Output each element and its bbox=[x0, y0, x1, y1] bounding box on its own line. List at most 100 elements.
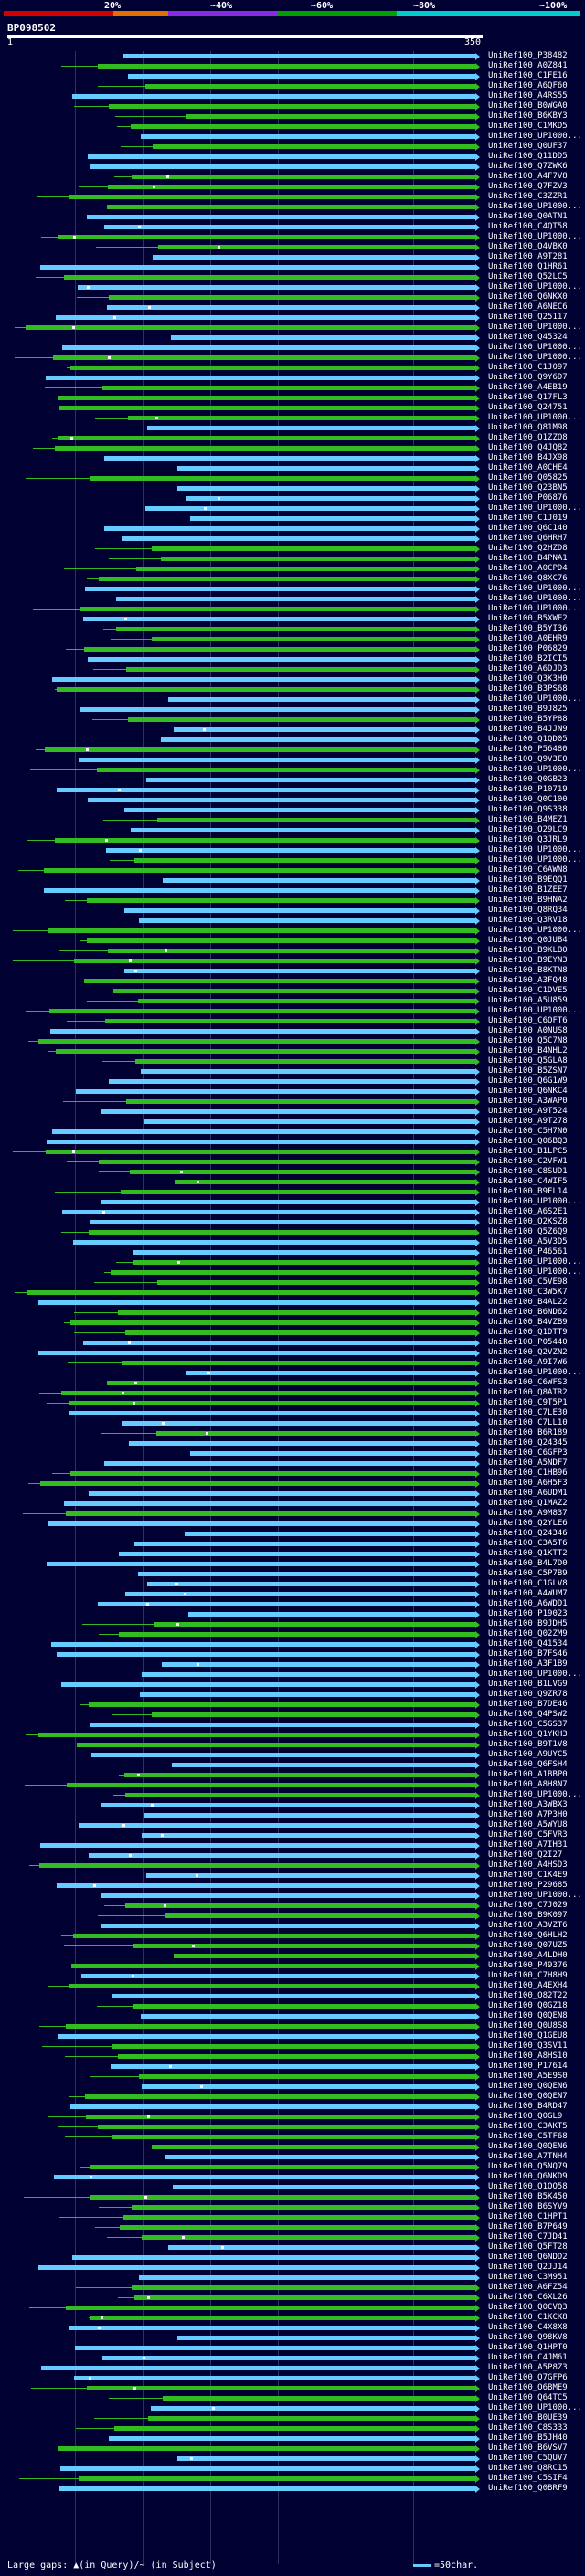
hit-label[interactable]: UniRef100_B9FL14 bbox=[488, 1187, 568, 1196]
hit-label[interactable]: UniRef100_P38482 bbox=[488, 51, 568, 60]
hit-row[interactable]: UniRef100_C6AWN8 bbox=[0, 865, 585, 875]
hit-label[interactable]: UniRef100_C5H7N0 bbox=[488, 1127, 568, 1136]
hit-row[interactable]: UniRef100_Q1GEU8 bbox=[0, 2031, 585, 2041]
hit-row[interactable]: UniRef100_Q82T22 bbox=[0, 1991, 585, 2001]
hit-label[interactable]: UniRef100_UP1000... bbox=[488, 1368, 582, 1377]
hit-label[interactable]: UniRef100_Q0CVQ3 bbox=[488, 2303, 568, 2312]
hit-row[interactable]: UniRef100_C1K4E9 bbox=[0, 1871, 585, 1881]
hit-row[interactable]: UniRef100_Q45324 bbox=[0, 333, 585, 343]
hit-label[interactable]: UniRef100_Q64TC5 bbox=[488, 2393, 568, 2402]
hit-label[interactable]: UniRef100_B4RD47 bbox=[488, 2102, 568, 2111]
hit-label[interactable]: UniRef100_A4WUM7 bbox=[488, 1589, 568, 1598]
hit-row[interactable]: UniRef100_B4L7D0 bbox=[0, 1559, 585, 1569]
hit-label[interactable]: UniRef100_UP1000... bbox=[488, 323, 582, 332]
hit-label[interactable]: UniRef100_C1DVE5 bbox=[488, 986, 568, 995]
hit-label[interactable]: UniRef100_Q9V3E0 bbox=[488, 755, 568, 764]
hit-row[interactable]: UniRef100_Q1HPT0 bbox=[0, 2343, 585, 2353]
hit-label[interactable]: UniRef100_C5VE98 bbox=[488, 1277, 568, 1287]
hit-label[interactable]: UniRef100_Q0BRF9 bbox=[488, 2484, 568, 2493]
hit-label[interactable]: UniRef100_Q25117 bbox=[488, 313, 568, 322]
hit-row[interactable]: UniRef100_Q0GB23 bbox=[0, 775, 585, 785]
hit-row[interactable]: UniRef100_Q6G1W9 bbox=[0, 1076, 585, 1087]
hit-label[interactable]: UniRef100_C5FVR3 bbox=[488, 1830, 568, 1839]
hit-row[interactable]: UniRef100_B4AL22 bbox=[0, 1298, 585, 1308]
hit-row[interactable]: UniRef100_P56480 bbox=[0, 745, 585, 755]
hit-label[interactable]: UniRef100_C6WFS3 bbox=[488, 1378, 568, 1387]
hit-label[interactable]: UniRef100_Q3JRL9 bbox=[488, 835, 568, 844]
hit-row[interactable]: UniRef100_Q98KV8 bbox=[0, 2333, 585, 2343]
hit-label[interactable]: UniRef100_Q05825 bbox=[488, 473, 568, 482]
hit-row[interactable]: UniRef100_A7IH31 bbox=[0, 1840, 585, 1850]
hit-label[interactable]: UniRef100_Q2HZD8 bbox=[488, 544, 568, 553]
hit-row[interactable]: UniRef100_UP1000... bbox=[0, 855, 585, 865]
hit-label[interactable]: UniRef100_C2VFW1 bbox=[488, 1157, 568, 1166]
hit-row[interactable]: UniRef100_UP1000... bbox=[0, 343, 585, 353]
hit-row[interactable]: UniRef100_A0EHR9 bbox=[0, 634, 585, 644]
hit-label[interactable]: UniRef100_Q0ATN1 bbox=[488, 212, 568, 221]
hit-label[interactable]: UniRef100_B9EQQ1 bbox=[488, 875, 568, 885]
hit-row[interactable]: UniRef100_B5YI36 bbox=[0, 624, 585, 634]
hit-label[interactable]: UniRef100_Q5FT28 bbox=[488, 2242, 568, 2252]
hit-row[interactable]: UniRef100_Q6NKC4 bbox=[0, 1087, 585, 1097]
hit-label[interactable]: UniRef100_C4X8X8 bbox=[488, 2323, 568, 2332]
hit-row[interactable]: UniRef100_A9I7W6 bbox=[0, 1358, 585, 1368]
hit-label[interactable]: UniRef100_A0CPD4 bbox=[488, 564, 568, 573]
hit-row[interactable]: UniRef100_B0WGA0 bbox=[0, 101, 585, 111]
hit-label[interactable]: UniRef100_A9I7W6 bbox=[488, 1358, 568, 1367]
hit-label[interactable]: UniRef100_C5P7B9 bbox=[488, 1569, 568, 1578]
hit-label[interactable]: UniRef100_Q24346 bbox=[488, 1529, 568, 1538]
hit-label[interactable]: UniRef100_A5P8Z3 bbox=[488, 2363, 568, 2372]
hit-label[interactable]: UniRef100_UP1000... bbox=[488, 1257, 582, 1267]
hit-label[interactable]: UniRef100_UP1000... bbox=[488, 584, 582, 593]
hit-label[interactable]: UniRef100_UP1000... bbox=[488, 1670, 582, 1679]
hit-label[interactable]: UniRef100_Q98KV8 bbox=[488, 2333, 568, 2342]
hit-row[interactable]: UniRef100_UP1000... bbox=[0, 845, 585, 855]
hit-row[interactable]: UniRef100_A4HSD3 bbox=[0, 1860, 585, 1871]
hit-row[interactable]: UniRef100_Q8ATR2 bbox=[0, 1388, 585, 1398]
hit-row[interactable]: UniRef100_B9HNA2 bbox=[0, 896, 585, 906]
hit-label[interactable]: UniRef100_A0EHR9 bbox=[488, 634, 568, 643]
hit-row[interactable]: UniRef100_B6R189 bbox=[0, 1428, 585, 1438]
hit-row[interactable]: UniRef100_B6VSV7 bbox=[0, 2443, 585, 2454]
hit-label[interactable]: UniRef100_A4HSD3 bbox=[488, 1860, 568, 1870]
hit-label[interactable]: UniRef100_C1FE16 bbox=[488, 71, 568, 80]
hit-label[interactable]: UniRef100_B4PNA1 bbox=[488, 554, 568, 563]
hit-row[interactable]: UniRef100_Q9ZR78 bbox=[0, 1690, 585, 1700]
hit-row[interactable]: UniRef100_Q2JJ14 bbox=[0, 2263, 585, 2273]
hit-label[interactable]: UniRef100_A4EB19 bbox=[488, 383, 568, 392]
hit-row[interactable]: UniRef100_Q0ATN1 bbox=[0, 212, 585, 222]
hit-label[interactable]: UniRef100_C1HB96 bbox=[488, 1468, 568, 1478]
hit-label[interactable]: UniRef100_A3VZT6 bbox=[488, 1921, 568, 1930]
hit-label[interactable]: UniRef100_C6GFP3 bbox=[488, 1448, 568, 1458]
hit-label[interactable]: UniRef100_A1BBP0 bbox=[488, 1770, 568, 1779]
hit-label[interactable]: UniRef100_B6KBY3 bbox=[488, 111, 568, 121]
hit-label[interactable]: UniRef100_Q5NQ79 bbox=[488, 2162, 568, 2171]
hit-row[interactable]: UniRef100_UP1000... bbox=[0, 202, 585, 212]
hit-label[interactable]: UniRef100_B2ICI5 bbox=[488, 654, 568, 663]
hit-row[interactable]: UniRef100_UP1000... bbox=[0, 604, 585, 614]
hit-row[interactable]: UniRef100_C5P7B9 bbox=[0, 1569, 585, 1579]
hit-label[interactable]: UniRef100_Q2VZN2 bbox=[488, 1348, 568, 1357]
hit-label[interactable]: UniRef100_UP1000... bbox=[488, 694, 582, 704]
hit-row[interactable]: UniRef100_Q6C140 bbox=[0, 524, 585, 534]
hit-row[interactable]: UniRef100_UP1000... bbox=[0, 232, 585, 242]
hit-label[interactable]: UniRef100_Q1HPT0 bbox=[488, 2343, 568, 2352]
hit-row[interactable]: UniRef100_Q1QQ58 bbox=[0, 2182, 585, 2192]
hit-row[interactable]: UniRef100_B9J825 bbox=[0, 705, 585, 715]
hit-row[interactable]: UniRef100_C1KCK8 bbox=[0, 2313, 585, 2323]
hit-row[interactable]: UniRef100_C7LE30 bbox=[0, 1408, 585, 1418]
hit-label[interactable]: UniRef100_UP1000... bbox=[488, 604, 582, 613]
hit-row[interactable]: UniRef100_B4NHL2 bbox=[0, 1046, 585, 1056]
hit-label[interactable]: UniRef100_A4LDH0 bbox=[488, 1951, 568, 1960]
hit-label[interactable]: UniRef100_A6DJD3 bbox=[488, 664, 568, 673]
hit-row[interactable]: UniRef100_Q6NKX0 bbox=[0, 292, 585, 302]
hit-label[interactable]: UniRef100_Q0QEN7 bbox=[488, 2092, 568, 2101]
hit-row[interactable]: UniRef100_C3W5K7 bbox=[0, 1288, 585, 1298]
hit-label[interactable]: UniRef100_C7LE30 bbox=[488, 1408, 568, 1417]
hit-label[interactable]: UniRef100_Q0QEN6 bbox=[488, 2082, 568, 2091]
hit-row[interactable]: UniRef100_UP1000... bbox=[0, 926, 585, 936]
hit-row[interactable]: UniRef100_C5H7N0 bbox=[0, 1127, 585, 1137]
hit-label[interactable]: UniRef100_Q0GZ18 bbox=[488, 2001, 568, 2010]
hit-row[interactable]: UniRef100_B6SYV9 bbox=[0, 2202, 585, 2212]
hit-row[interactable]: UniRef100_A3VZT6 bbox=[0, 1921, 585, 1931]
